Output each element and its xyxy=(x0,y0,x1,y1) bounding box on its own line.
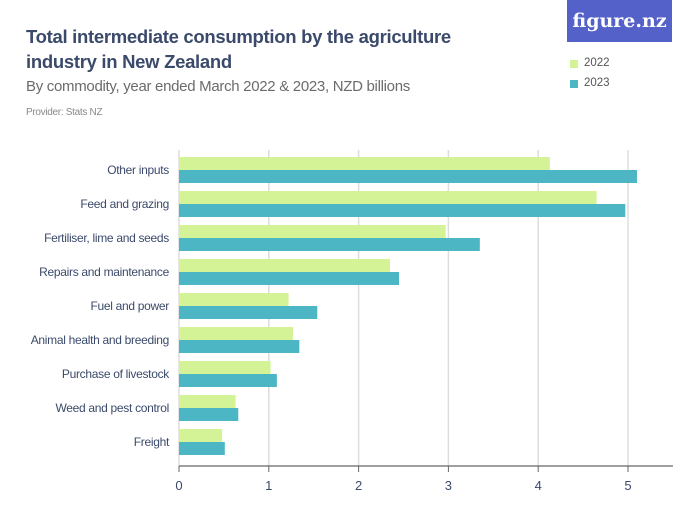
legend-label-2022: 2022 xyxy=(584,57,610,69)
category-label: Animal health and breeding xyxy=(31,333,169,347)
bar-2022 xyxy=(179,157,550,170)
bar-2023 xyxy=(179,272,400,285)
category-label: Feed and grazing xyxy=(80,197,169,211)
x-tick-label: 5 xyxy=(624,478,631,493)
bar-2023 xyxy=(179,170,637,183)
x-tick-label: 0 xyxy=(175,478,182,493)
x-tick-label: 4 xyxy=(535,478,542,493)
x-tick-label: 3 xyxy=(445,478,452,493)
category-label: Other inputs xyxy=(107,163,169,177)
bar-2022 xyxy=(179,429,223,442)
bar-2022 xyxy=(179,361,271,374)
bar-2022 xyxy=(179,327,294,340)
x-tick-label: 1 xyxy=(265,478,272,493)
legend-item-2023: 2023 xyxy=(570,73,610,93)
legend-swatch-2023 xyxy=(570,80,578,88)
bar-2023 xyxy=(179,306,318,319)
legend-label-2023: 2023 xyxy=(584,77,610,89)
bar-2022 xyxy=(179,191,597,204)
chart-title: Total intermediate consumption by the ag… xyxy=(26,26,451,72)
category-label: Fertiliser, lime and seeds xyxy=(44,231,169,245)
category-label: Repairs and maintenance xyxy=(39,265,169,279)
bar-2022 xyxy=(179,395,236,408)
bar-2022 xyxy=(179,259,391,272)
bar-2022 xyxy=(179,293,289,306)
x-tick-label: 2 xyxy=(355,478,362,493)
bar-2023 xyxy=(179,374,277,387)
bar-2023 xyxy=(179,442,225,455)
bar-2022 xyxy=(179,225,446,238)
category-label: Freight xyxy=(134,435,170,449)
category-label: Purchase of livestock xyxy=(62,367,170,381)
bar-2023 xyxy=(179,340,300,353)
bar-2023 xyxy=(179,238,480,251)
category-label: Fuel and power xyxy=(90,299,169,313)
figure-nz-logo[interactable]: figure.nz xyxy=(567,0,672,42)
chart-subtitle: By commodity, year ended March 2022 & 20… xyxy=(26,78,410,95)
legend-swatch-2022 xyxy=(570,60,578,68)
bar-2023 xyxy=(179,204,626,217)
bar-2023 xyxy=(179,408,239,421)
legend-item-2022: 2022 xyxy=(570,53,610,73)
category-label: Weed and pest control xyxy=(55,401,169,415)
legend: 2022 2023 xyxy=(570,53,610,93)
provider-label: Provider: Stats NZ xyxy=(26,107,103,118)
